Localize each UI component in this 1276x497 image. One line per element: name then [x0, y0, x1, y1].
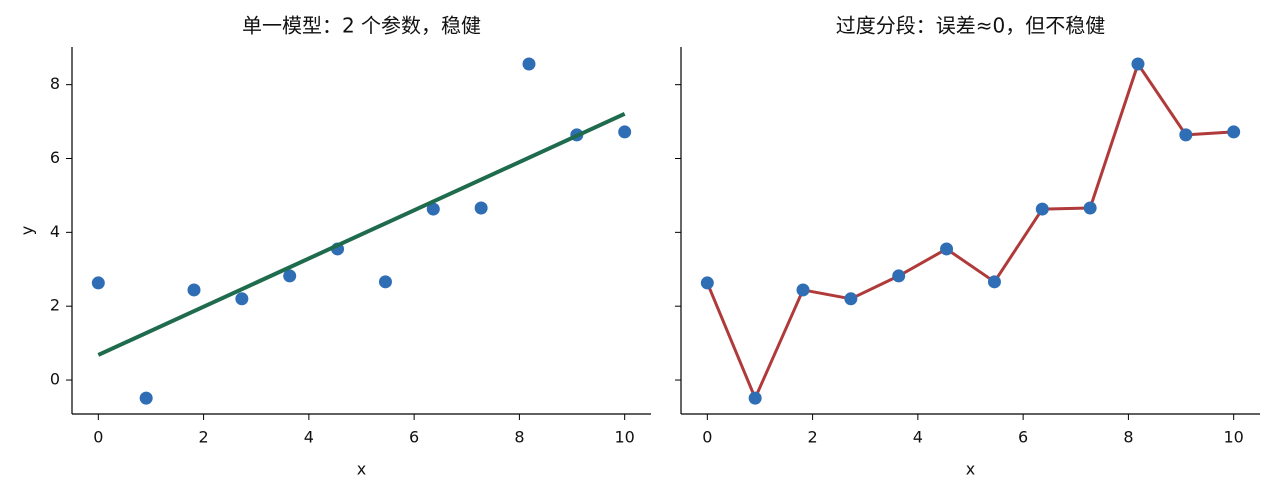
chart-title: 单一模型：2 个参数，稳健 — [242, 14, 481, 38]
x-tick-label: 0 — [93, 428, 103, 447]
x-tick-label: 10 — [1224, 428, 1244, 447]
point — [522, 57, 536, 71]
point — [1035, 202, 1049, 216]
point — [426, 202, 440, 216]
x-axis-label: x — [357, 460, 366, 479]
y-tick-label: 0 — [50, 370, 60, 389]
x-tick-label: 2 — [198, 428, 208, 447]
chart-title: 过度分段：误差≈0，但不稳健 — [836, 14, 1105, 38]
point — [748, 391, 762, 405]
y-tick-label: 2 — [50, 296, 60, 315]
point — [987, 275, 1001, 289]
x-tick-label: 4 — [913, 428, 923, 447]
x-tick-label: 10 — [615, 428, 635, 447]
x-tick-label: 6 — [1018, 428, 1028, 447]
x-tick-label: 0 — [702, 428, 712, 447]
point — [796, 283, 810, 297]
y-axis-label: y — [18, 226, 37, 235]
point — [1083, 201, 1097, 215]
point — [474, 201, 488, 215]
point — [700, 276, 714, 290]
y-tick-label: 4 — [50, 222, 60, 241]
point — [1227, 125, 1241, 139]
point — [283, 269, 297, 283]
point — [844, 292, 858, 306]
point — [618, 125, 632, 139]
x-tick-label: 8 — [1123, 428, 1133, 447]
point — [139, 391, 153, 405]
x-tick-label: 8 — [514, 428, 524, 447]
point — [1131, 57, 1145, 71]
point — [1179, 128, 1193, 142]
x-axis-label: x — [966, 460, 975, 479]
point — [91, 276, 105, 290]
y-tick-label: 8 — [50, 74, 60, 93]
point — [892, 269, 906, 283]
point — [235, 292, 249, 306]
x-tick-label: 4 — [304, 428, 314, 447]
line — [97, 112, 626, 357]
x-tick-label: 2 — [807, 428, 817, 447]
y-tick-label: 6 — [50, 148, 60, 167]
point — [187, 283, 201, 297]
point — [940, 242, 954, 256]
line — [705, 62, 1234, 400]
x-tick-label: 6 — [409, 428, 419, 447]
point — [378, 275, 392, 289]
